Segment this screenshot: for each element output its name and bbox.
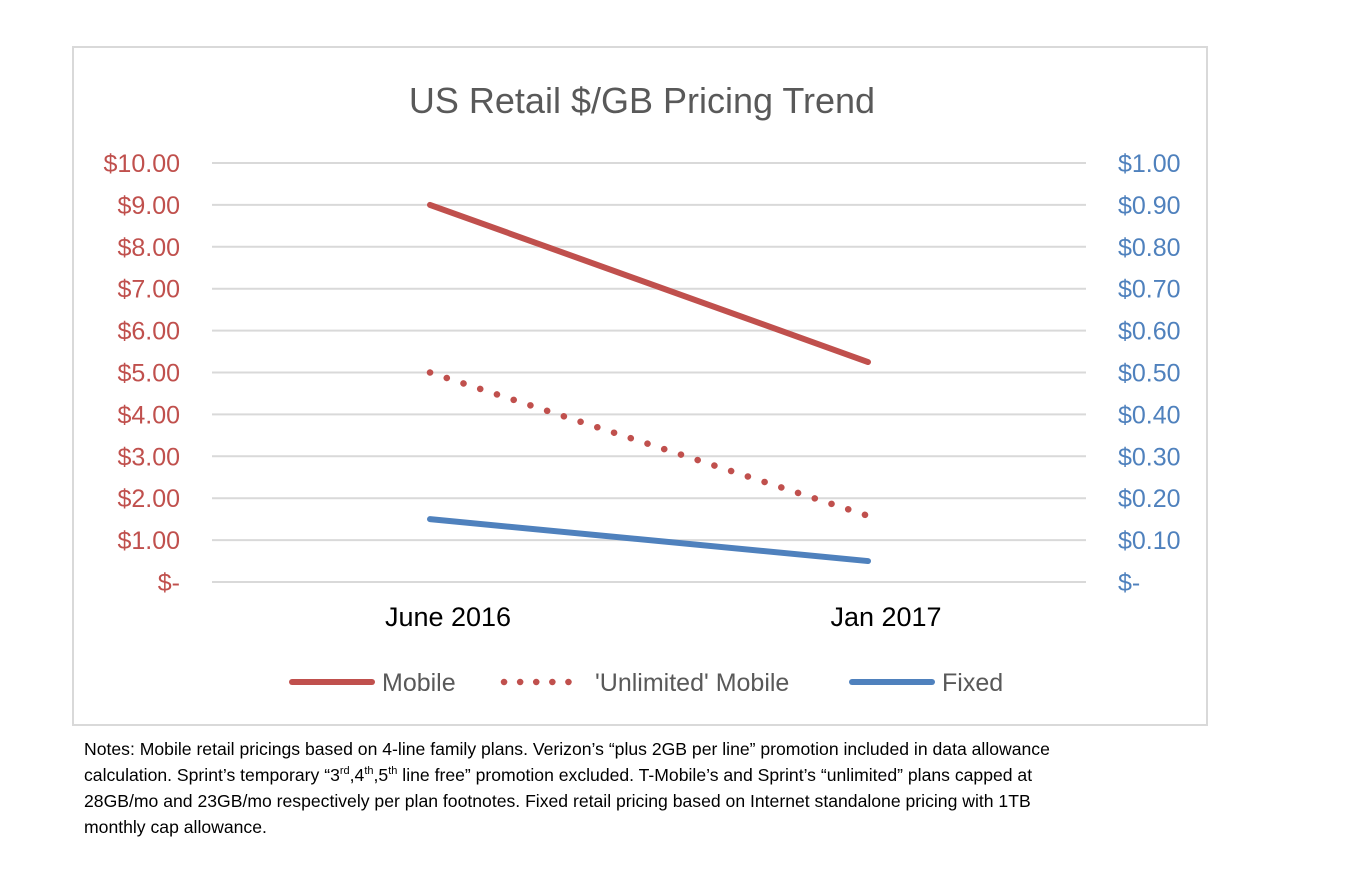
- right-tick-label: $0.70: [1118, 276, 1181, 304]
- left-tick-label: $7.00: [117, 276, 180, 304]
- grid-lines: [212, 162, 1086, 583]
- legend-label-1: 'Unlimited' Mobile: [595, 669, 789, 697]
- notes-sup-th-1: th: [364, 765, 374, 778]
- right-tick-label: $0.40: [1118, 401, 1181, 429]
- x-tick-label: June 2016: [385, 602, 511, 632]
- right-tick-label: $0.80: [1118, 234, 1181, 262]
- left-axis-labels: $- $1.00 $2.00 $3.00 $4.00 $5.00 $6.00 $7.00 $8.…: [104, 150, 180, 597]
- right-tick-label: $0.20: [1118, 485, 1181, 513]
- left-tick-label: $8.00: [117, 234, 180, 262]
- series-line-2: [427, 516, 871, 565]
- notes-line-1: Notes: Mobile retail pricings based on 4…: [84, 739, 1050, 759]
- legend-label-2: Fixed: [942, 669, 1003, 697]
- left-tick-label: $-: [158, 569, 180, 597]
- right-tick-label: $1.00: [1118, 150, 1181, 178]
- notes-line-2-d: line free” promotion excluded. T-Mobile’…: [397, 765, 1033, 785]
- series-lines: [426, 201, 872, 565]
- chart-frame: US Retail $/GB Pricing Trend $- $1.00 $2.0…: [72, 46, 1208, 726]
- legend-label-0: Mobile: [382, 669, 456, 697]
- notes-line-2: calculation. Sprint’s temporary “3rd,4th…: [84, 762, 1214, 788]
- right-tick-label: $0.30: [1118, 443, 1181, 471]
- chart-title: US Retail $/GB Pricing Trend: [409, 80, 875, 121]
- right-tick-label: $0.90: [1118, 192, 1181, 220]
- left-tick-label: $10.00: [104, 150, 180, 178]
- left-tick-label: $5.00: [117, 360, 180, 388]
- chart-svg: US Retail $/GB Pricing Trend $- $1.00 $2.0…: [104, 80, 1181, 697]
- right-tick-label: $0.60: [1118, 318, 1181, 346]
- right-tick-label: $0.10: [1118, 527, 1181, 555]
- notes-line-2-a: calculation. Sprint’s temporary “3: [84, 765, 340, 785]
- right-axis-labels: $- $0.10 $0.20 $0.30 $0.40 $0.50 $0.60 $0.70 $0.…: [1118, 150, 1181, 597]
- left-tick-label: $6.00: [117, 318, 180, 346]
- left-tick-label: $2.00: [117, 485, 180, 513]
- x-tick-label: Jan 2017: [830, 602, 941, 632]
- left-tick-label: $9.00: [117, 192, 180, 220]
- right-tick-label: $-: [1118, 569, 1140, 597]
- left-tick-label: $1.00: [117, 527, 180, 555]
- x-axis-labels: June 2016 Jan 2017: [385, 602, 942, 632]
- left-tick-label: $3.00: [117, 443, 180, 471]
- notes-sup-rd: rd: [339, 765, 350, 778]
- right-tick-label: $0.50: [1118, 360, 1181, 388]
- series-line-1: [426, 369, 872, 520]
- notes-line-2-c: ,5: [373, 765, 389, 785]
- notes-line-3: 28GB/mo and 23GB/mo respectively per pla…: [84, 791, 1031, 811]
- chart-notes: Notes: Mobile retail pricings based on 4…: [84, 736, 1214, 840]
- legend: Mobile 'Unlimited' Mobile Fixed: [289, 669, 1003, 697]
- notes-sup-th-2: th: [388, 765, 398, 778]
- left-tick-label: $4.00: [117, 401, 180, 429]
- series-line-0: [427, 201, 871, 366]
- notes-line-2-b: ,4: [349, 765, 365, 785]
- notes-line-4: monthly cap allowance.: [84, 817, 267, 837]
